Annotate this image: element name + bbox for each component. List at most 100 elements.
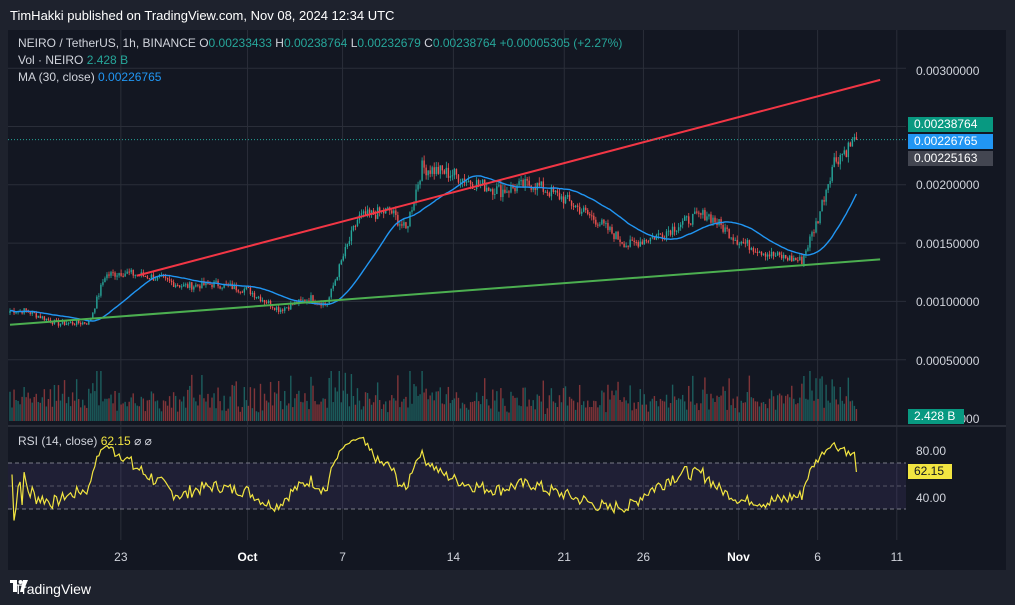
candle-body xyxy=(736,239,738,245)
rsi-label[interactable]: RSI (14, close) xyxy=(18,434,98,448)
volume-bar xyxy=(595,401,597,421)
volume-bar xyxy=(582,401,585,421)
volume-bar xyxy=(593,400,595,421)
volume-bar xyxy=(508,412,510,421)
candle-body xyxy=(433,167,435,175)
volume-bar xyxy=(845,396,848,421)
candle-body xyxy=(275,307,278,311)
candle-body xyxy=(211,284,213,288)
candle-body xyxy=(633,240,635,243)
candle-body xyxy=(154,279,157,281)
volume-bar xyxy=(92,383,94,421)
candle-body xyxy=(714,217,716,223)
volume-bar xyxy=(696,403,698,421)
volume-bar xyxy=(132,393,134,421)
ohlc-legend[interactable]: NEIRO / TetherUS, 1h, BINANCE O0.0023343… xyxy=(18,36,622,50)
volume-bar xyxy=(21,396,23,421)
volume-bar xyxy=(799,397,801,421)
volume-bar xyxy=(558,395,561,421)
volume-bar xyxy=(667,407,670,421)
candle-body xyxy=(637,242,639,247)
candle-body xyxy=(362,211,365,214)
ma-value: 0.00226765 xyxy=(98,70,162,84)
volume-bar xyxy=(437,391,439,421)
candle-body xyxy=(300,299,302,301)
volume-bar xyxy=(366,393,369,421)
volume-bar xyxy=(526,406,528,421)
candle-body xyxy=(187,284,189,288)
candle-body xyxy=(688,216,690,224)
volume-bar xyxy=(813,400,815,421)
volume-bar xyxy=(736,396,738,421)
volume-bar xyxy=(17,400,19,421)
candle-body xyxy=(403,222,405,226)
volume-bar xyxy=(191,374,193,421)
candle-body xyxy=(431,167,433,174)
volume-bar xyxy=(425,388,427,421)
volume-bar xyxy=(750,397,753,421)
volume-bar xyxy=(288,403,290,421)
volume-bar xyxy=(364,392,367,421)
candle-body xyxy=(15,312,17,314)
volume-bar xyxy=(273,392,276,421)
volume-legend[interactable]: Vol · NEIRO 2.428 B xyxy=(18,53,128,67)
candle-body xyxy=(67,322,70,324)
volume-bar xyxy=(338,371,340,421)
candle-body xyxy=(395,210,397,216)
volume-bar xyxy=(530,405,532,421)
candle-body xyxy=(88,320,90,325)
candle-body xyxy=(469,180,472,185)
volume-bar xyxy=(661,400,664,421)
volume-bar xyxy=(271,405,274,421)
candle-body xyxy=(627,245,629,247)
candle-body xyxy=(805,250,807,256)
volume-bar xyxy=(510,391,512,421)
volume-bar xyxy=(669,403,672,421)
candle-body xyxy=(45,318,48,321)
volume-bar xyxy=(110,394,112,421)
candle-body xyxy=(538,182,540,186)
volume-bar xyxy=(336,391,338,421)
volume-bar xyxy=(356,388,359,421)
volume-bar xyxy=(98,405,100,421)
chart-area[interactable] xyxy=(8,30,1006,570)
volume-bar xyxy=(128,401,130,421)
volume-bar xyxy=(9,391,11,421)
rsi-legend[interactable]: RSI (14, close) 62.15 ⌀ ⌀ xyxy=(18,434,152,448)
volume-label[interactable]: Vol · NEIRO xyxy=(18,53,84,67)
volume-bar xyxy=(178,399,181,421)
volume-bar xyxy=(387,412,389,421)
volume-bar xyxy=(550,388,553,421)
rsi-settings-icon[interactable]: ⌀ ⌀ xyxy=(134,434,152,448)
support-trendline[interactable] xyxy=(9,258,881,326)
candle-body xyxy=(613,233,615,239)
candle-body xyxy=(441,165,444,171)
candle-body xyxy=(516,185,518,192)
candle-body xyxy=(789,255,791,261)
volume-bar xyxy=(372,402,375,421)
volume-bar xyxy=(302,402,304,421)
candle-body xyxy=(174,285,177,287)
volume-bar xyxy=(411,403,413,421)
volume-bar xyxy=(225,410,227,421)
candle-body xyxy=(677,227,680,231)
volume-bar xyxy=(641,404,643,421)
candle-body xyxy=(760,251,763,255)
volume-bar xyxy=(164,401,167,421)
volume-bar xyxy=(57,385,60,421)
tradingview-logo-icon xyxy=(10,580,28,592)
volume-bar xyxy=(269,381,272,421)
resistance-trendline[interactable] xyxy=(136,78,881,277)
ma-label[interactable]: MA (30, close) xyxy=(18,70,95,84)
volume-bar xyxy=(41,397,44,421)
ma-legend[interactable]: MA (30, close) 0.00226765 xyxy=(18,70,161,84)
volume-bar xyxy=(572,400,575,421)
tradingview-footer[interactable]: TradingView xyxy=(10,580,91,598)
candle-body xyxy=(164,276,167,278)
volume-bar xyxy=(316,404,318,421)
candle-body xyxy=(421,160,423,181)
candle-body xyxy=(259,296,262,301)
candle-body xyxy=(73,324,76,326)
symbol-label[interactable]: NEIRO / TetherUS, 1h, BINANCE xyxy=(18,36,196,50)
